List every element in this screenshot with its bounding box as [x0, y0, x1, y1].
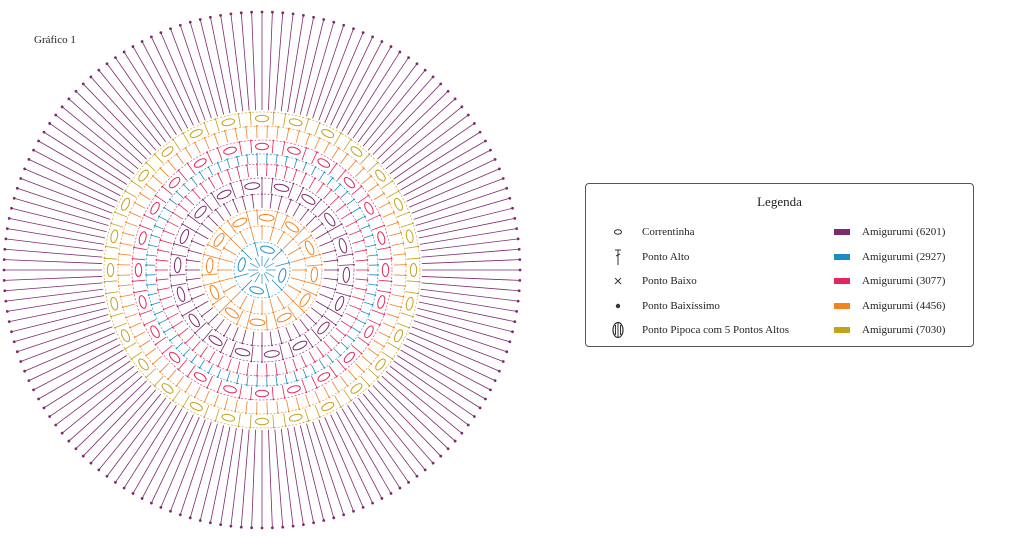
legend-item-slip-stitch: Ponto Baixíssimo — [606, 294, 789, 319]
double-crochet-icon — [606, 248, 630, 266]
chain-icon — [606, 223, 630, 241]
legend-symbols: Correntinha Ponto Alto Ponto Baixo Ponto… — [606, 220, 789, 343]
color-swatch — [834, 327, 850, 334]
crochet-diagram — [2, 10, 522, 530]
legend-item-popcorn: Ponto Pipoca com 5 Pontos Altos — [606, 318, 789, 343]
legend-label: Amigurumi (3077) — [862, 275, 946, 288]
legend-color-item: Amigurumi (7030) — [834, 318, 945, 343]
color-swatch — [834, 229, 850, 236]
legend-color-item: Amigurumi (6201) — [834, 220, 945, 245]
legend-label: Amigurumi (6201) — [862, 226, 946, 239]
legend-item-chain: Correntinha — [606, 220, 789, 245]
legend-label: Ponto Baixíssimo — [642, 299, 720, 312]
chart-title: Gráfico 1 — [34, 34, 76, 46]
legend-title: Legenda — [757, 194, 802, 209]
legend-color-item: Amigurumi (2927) — [834, 245, 945, 270]
legend-box: Legenda Correntinha Ponto Alto Ponto Bai… — [585, 183, 974, 347]
legend-item-double-crochet: Ponto Alto — [606, 245, 789, 270]
single-crochet-icon — [606, 272, 630, 290]
legend-label: Amigurumi (4456) — [862, 299, 946, 312]
legend-colors: Amigurumi (6201) Amigurumi (2927) Amigur… — [834, 220, 945, 343]
legend-label: Ponto Alto — [642, 250, 690, 263]
legend-color-item: Amigurumi (4456) — [834, 294, 945, 319]
legend-label: Correntinha — [642, 226, 695, 239]
popcorn-stitch-icon — [606, 321, 630, 339]
legend-color-item: Amigurumi (3077) — [834, 269, 945, 294]
legend-label: Ponto Baixo — [642, 275, 697, 288]
color-swatch — [834, 302, 850, 309]
legend-label: Amigurumi (7030) — [862, 324, 946, 337]
legend-item-single-crochet: Ponto Baixo — [606, 269, 789, 294]
legend-label: Amigurumi (2927) — [862, 250, 946, 263]
color-swatch — [834, 253, 850, 260]
legend-label: Ponto Pipoca com 5 Pontos Altos — [642, 324, 789, 337]
slip-stitch-icon — [606, 297, 630, 315]
color-swatch — [834, 278, 850, 285]
